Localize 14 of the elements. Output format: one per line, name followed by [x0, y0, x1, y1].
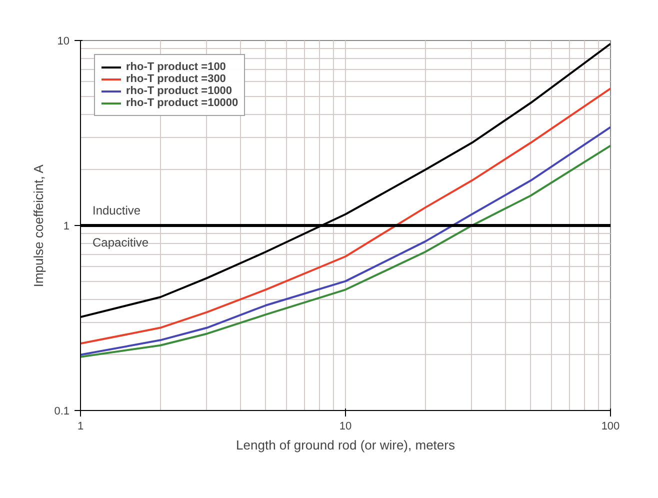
- x-axis-title: Length of ground rod (or wire), meters: [236, 438, 456, 452]
- x-tick-label: 10: [339, 420, 352, 432]
- x-tick-label: 1: [77, 420, 84, 432]
- y-axis-title: Impulse coeffeicint, A: [31, 164, 46, 288]
- y-tick-label: 1: [63, 220, 70, 232]
- legend-label: rho-T product =1000: [126, 85, 232, 97]
- x-tick-label: 100: [601, 420, 620, 432]
- legend-label: rho-T product =10000: [126, 97, 238, 109]
- y-tick-label: 10: [57, 36, 70, 48]
- y-tick-label: 0.1: [54, 406, 70, 418]
- legend-label: rho-T product =300: [126, 73, 226, 85]
- annotation: Capacitive: [92, 236, 149, 250]
- legend-label: rho-T product =100: [126, 61, 226, 73]
- annotation: Inductive: [92, 204, 141, 218]
